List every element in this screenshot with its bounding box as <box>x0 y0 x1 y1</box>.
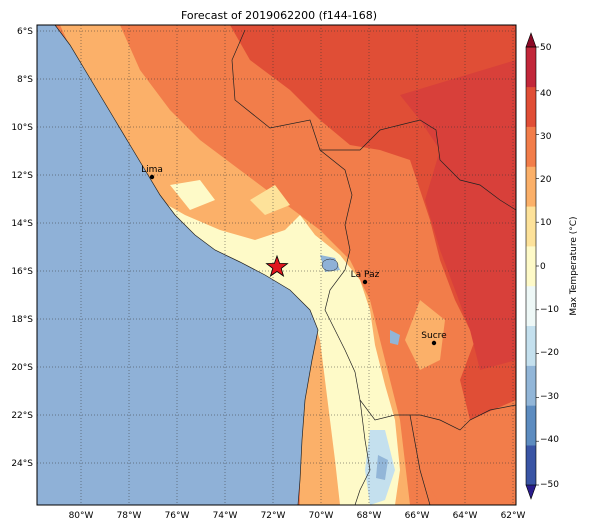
map-frame <box>36 24 517 506</box>
colorbar-tick-label: 0 <box>540 262 546 272</box>
colorbar-tick-label: 30 <box>540 132 552 142</box>
lon-label: 76°W <box>165 511 190 521</box>
lat-label: 22°S <box>11 411 33 421</box>
lon-label: 64°W <box>453 511 478 521</box>
colorbar-segment <box>526 445 536 486</box>
lon-label: 62°W <box>501 511 526 521</box>
colorbar-tick-label: −40 <box>540 435 559 445</box>
lon-label: 78°W <box>117 511 142 521</box>
lake-titicaca <box>321 258 339 272</box>
lon-labels: 80°W 78°W 76°W 74°W 72°W 70°W 68°W 66°W … <box>69 511 526 521</box>
colorbar-ticks: 50 40 30 20 10 0 −10 −20 −30 −40 −50 <box>540 43 559 490</box>
colorbar-extend-max <box>525 32 537 48</box>
colorbar-tick-label: −20 <box>540 348 559 358</box>
colorbar-segment <box>526 285 536 327</box>
colorbar-label: Max Temperature (°C) <box>569 216 579 315</box>
colorbar-tick-label: 40 <box>540 89 552 99</box>
figure-title: Forecast of 2019062200 (f144-168) <box>181 9 377 22</box>
lat-label: 6°S <box>17 27 33 37</box>
lat-label: 20°S <box>11 363 33 373</box>
lon-label: 70°W <box>309 511 334 521</box>
lat-label: 24°S <box>11 459 33 469</box>
city-la-paz: La Paz <box>351 270 380 285</box>
colorbar-tick-label: 50 <box>540 43 552 53</box>
colorbar-segment <box>526 86 536 127</box>
altiplano-region <box>150 195 400 505</box>
map-panel: Lima La Paz Sucre <box>37 25 516 505</box>
lat-label: 18°S <box>11 315 33 325</box>
pacific-ocean <box>37 25 318 505</box>
colorbar-extend-min <box>525 484 537 500</box>
city-lima: Lima <box>141 165 163 180</box>
graticule <box>37 25 516 505</box>
city-sucre: Sucre <box>421 331 447 346</box>
colorbar <box>525 32 539 500</box>
city-label-sucre: Sucre <box>421 331 447 341</box>
colorbar-tick-label: −10 <box>540 305 559 315</box>
colorbar-segment <box>526 166 536 207</box>
country-borders <box>54 25 516 505</box>
colorbar-tick-label: 10 <box>540 218 552 228</box>
lat-labels: 6°S 8°S 10°S 12°S 14°S 16°S 18°S 20°S 22… <box>11 27 33 469</box>
lon-label: 68°W <box>357 511 382 521</box>
lat-label: 8°S <box>17 75 33 85</box>
lon-label: 80°W <box>69 511 94 521</box>
lon-label: 74°W <box>213 511 238 521</box>
location-star-marker <box>265 254 289 277</box>
colorbar-segment <box>526 365 536 406</box>
lon-label: 72°W <box>261 511 286 521</box>
colorbar-tick-label: −50 <box>540 480 559 490</box>
lat-label: 16°S <box>11 267 33 277</box>
city-label-la-paz: La Paz <box>351 270 380 280</box>
colorbar-segment <box>526 47 536 88</box>
colorbar-segment <box>526 246 536 287</box>
colorbar-segment <box>526 126 536 167</box>
lat-label: 10°S <box>11 123 33 133</box>
colorbar-tick-label: −30 <box>540 392 559 402</box>
city-label-lima: Lima <box>141 165 163 175</box>
lat-label: 12°S <box>11 171 33 181</box>
colorbar-segment <box>526 206 536 247</box>
lon-label: 66°W <box>405 511 430 521</box>
colorbar-segment <box>526 325 536 366</box>
colorbar-segment <box>526 405 536 446</box>
colorbar-tick-label: 20 <box>540 175 552 185</box>
lat-label: 14°S <box>11 219 33 229</box>
